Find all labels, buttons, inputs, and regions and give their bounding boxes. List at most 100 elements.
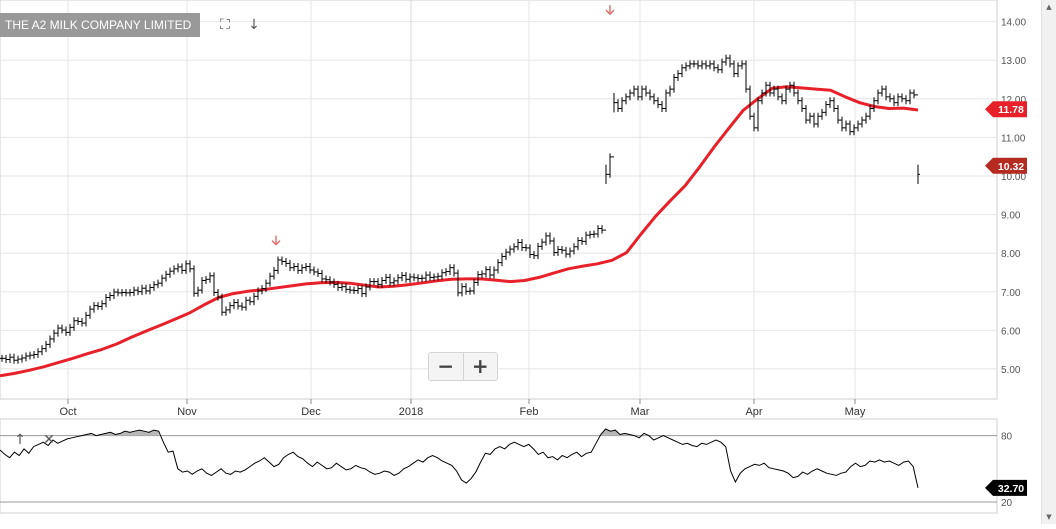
ohlc-bar <box>160 274 164 287</box>
ohlc-bar <box>148 283 152 295</box>
ohlc-bar <box>468 287 472 295</box>
ohlc-bar <box>756 97 760 132</box>
ohlc-bar <box>540 238 544 250</box>
ohlc-bar <box>792 81 796 97</box>
ohlc-bar <box>88 305 92 319</box>
ohlc-bar <box>860 116 864 128</box>
ohlc-bar <box>824 101 828 116</box>
ohlc-bar <box>32 350 36 359</box>
ohlc-bar <box>488 266 492 279</box>
ohlc-bar <box>612 92 616 158</box>
ohlc-bar <box>76 317 80 326</box>
oscillator-value-badge-shape <box>985 479 1027 496</box>
ohlc-bar <box>364 283 368 298</box>
ohlc-bar <box>588 230 592 239</box>
ohlc-bar <box>664 89 668 112</box>
ohlc-bar <box>36 348 40 358</box>
oscillator-tick-label: 80 <box>1001 432 1013 443</box>
ohlc-bar <box>584 231 588 245</box>
ohlc-bar <box>120 288 124 297</box>
ohlc-bar <box>348 285 352 294</box>
ohlc-bar <box>380 276 384 288</box>
ohlc-bar <box>596 225 600 238</box>
ohlc-bar <box>628 89 632 101</box>
ohlc-bar <box>784 85 788 105</box>
ohlc-bar <box>544 232 548 246</box>
ohlc-bar <box>880 85 884 97</box>
oscillator-tick-label: 20 <box>1001 498 1013 509</box>
signal-arrow-marker <box>605 5 615 16</box>
ohlc-bar <box>28 351 32 360</box>
ohlc-bar <box>652 93 656 105</box>
ohlc-bar <box>828 97 832 109</box>
ohlc-bar <box>480 270 484 279</box>
ohlc-bar <box>204 275 208 284</box>
y-tick-label: 12.00 <box>1001 95 1026 106</box>
ohlc-bar <box>572 243 576 255</box>
zoom-out-button[interactable]: − <box>437 354 455 378</box>
ohlc-bar <box>732 60 736 78</box>
ohlc-bar <box>4 354 8 363</box>
ohlc-bar <box>592 230 596 238</box>
ohlc-bar <box>112 288 116 300</box>
y-tick-label: 13.00 <box>1001 56 1026 67</box>
vertical-scrollbar[interactable]: ▲ ▼ <box>1041 0 1056 524</box>
download-arrow-icon[interactable]: ↓ <box>248 17 260 33</box>
ohlc-bar <box>764 81 768 97</box>
close-x-icon[interactable]: ✕ <box>43 432 55 448</box>
ohlc-bar <box>280 256 284 265</box>
ohlc-bar <box>568 247 572 258</box>
ohlc-bar <box>728 54 732 68</box>
y-tick-label: 8.00 <box>1001 249 1021 260</box>
ohlc-bar <box>736 62 740 78</box>
ohlc-bar <box>224 306 228 316</box>
ohlc-bar <box>8 353 12 363</box>
ohlc-bar <box>324 275 328 284</box>
ohlc-bar <box>516 239 520 251</box>
ohlc-bar <box>536 242 540 260</box>
scroll-down-arrow-icon[interactable]: ▼ <box>1046 513 1052 521</box>
ohlc-bar <box>888 93 892 103</box>
moving-average-line <box>0 85 919 378</box>
grid-lines <box>0 0 998 400</box>
ohlc-bar <box>504 248 508 260</box>
ohlc-bar <box>896 93 900 107</box>
ohlc-bar <box>156 279 160 289</box>
ohlc-bar <box>904 95 908 105</box>
ohlc-bar <box>372 278 376 286</box>
ohlc-bar <box>308 263 312 274</box>
ohlc-bar <box>164 270 168 282</box>
y-tick-label: 14.00 <box>1001 18 1026 29</box>
ohlc-bar <box>708 60 712 70</box>
ohlc-bar <box>400 271 404 282</box>
ohlc-bar <box>788 81 792 93</box>
ohlc-bar <box>64 326 68 336</box>
ohlc-bar <box>556 245 560 257</box>
ohlc-bar <box>360 285 364 298</box>
ohlc-bar <box>336 280 340 291</box>
ohlc-bar <box>404 271 408 283</box>
ohlc-bar <box>496 259 500 274</box>
arrow-up-icon[interactable]: ↑ <box>14 432 26 448</box>
ohlc-bar <box>868 104 872 120</box>
ohlc-bar <box>104 294 108 308</box>
moving-average-value-badge-shape <box>985 101 1027 118</box>
ohlc-bar <box>168 267 172 278</box>
x-tick-label: Apr <box>745 406 762 418</box>
ohlc-bar <box>576 237 580 251</box>
ohlc-bar <box>912 89 916 99</box>
ohlc-bar <box>816 112 820 128</box>
ohlc-bar <box>436 272 440 281</box>
ohlc-bar <box>712 60 716 72</box>
zoom-in-button[interactable]: + <box>462 353 498 380</box>
ohlc-bar <box>356 285 360 295</box>
ohlc-bar <box>100 300 104 310</box>
ohlc-bar <box>460 283 464 297</box>
scroll-up-arrow-icon[interactable]: ▲ <box>1046 3 1052 11</box>
fullscreen-icon[interactable]: ⛶ <box>220 17 230 33</box>
ohlc-bar <box>56 324 60 337</box>
ohlc-bar <box>844 120 848 132</box>
ohlc-bar <box>524 244 528 252</box>
